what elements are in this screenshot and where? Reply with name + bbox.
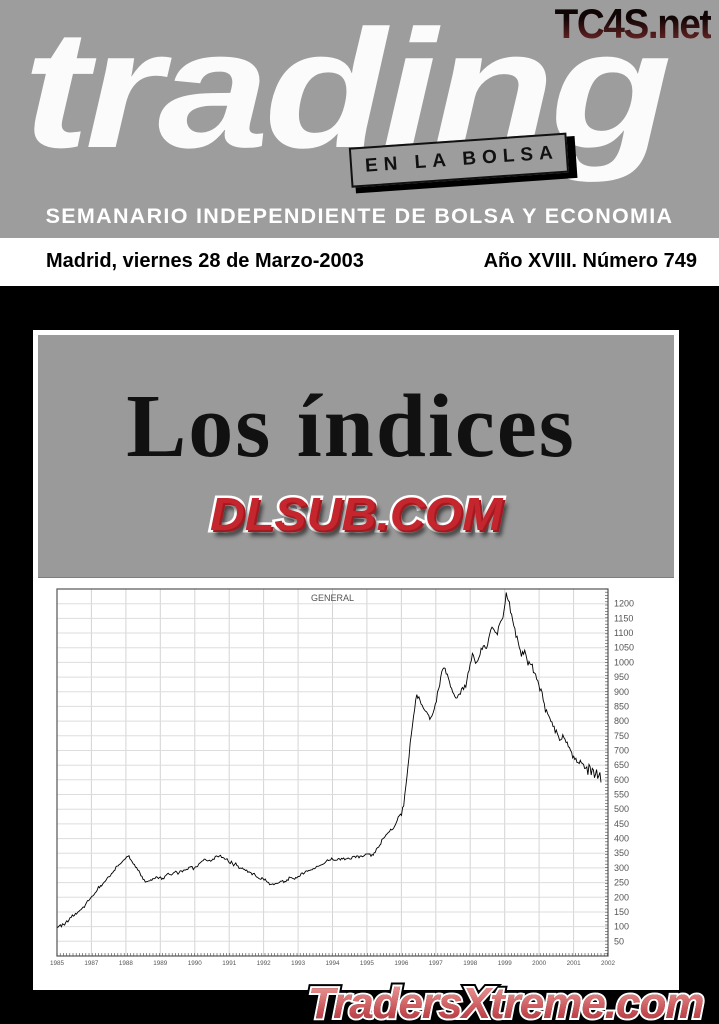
svg-text:1985: 1985	[50, 960, 65, 967]
svg-text:1987: 1987	[84, 960, 99, 967]
svg-text:550: 550	[614, 790, 629, 800]
svg-text:1988: 1988	[119, 960, 134, 967]
svg-text:2000: 2000	[532, 960, 547, 967]
svg-text:1100: 1100	[614, 628, 633, 638]
svg-text:50: 50	[614, 936, 624, 946]
svg-text:650: 650	[614, 760, 629, 770]
svg-text:1999: 1999	[498, 960, 513, 967]
svg-text:750: 750	[614, 731, 629, 741]
svg-text:1200: 1200	[614, 599, 634, 609]
svg-text:1150: 1150	[614, 613, 633, 623]
svg-text:1997: 1997	[429, 960, 444, 967]
svg-text:850: 850	[614, 701, 629, 711]
svg-text:250: 250	[614, 878, 629, 888]
svg-text:200: 200	[614, 892, 629, 902]
svg-text:450: 450	[614, 819, 629, 829]
svg-text:1998: 1998	[463, 960, 478, 967]
svg-text:350: 350	[614, 848, 629, 858]
svg-text:1990: 1990	[188, 960, 203, 967]
svg-text:2002: 2002	[601, 960, 616, 967]
svg-text:1995: 1995	[360, 960, 375, 967]
svg-text:1994: 1994	[325, 960, 340, 967]
svg-text:1992: 1992	[257, 960, 272, 967]
svg-text:1989: 1989	[153, 960, 168, 967]
svg-text:2001: 2001	[567, 960, 582, 967]
svg-text:800: 800	[614, 716, 629, 726]
svg-text:400: 400	[614, 834, 629, 844]
svg-text:1996: 1996	[394, 960, 409, 967]
svg-text:900: 900	[614, 687, 629, 697]
svg-text:150: 150	[614, 907, 629, 917]
svg-text:600: 600	[614, 775, 629, 785]
svg-text:1993: 1993	[291, 960, 306, 967]
svg-text:500: 500	[614, 804, 629, 814]
svg-text:100: 100	[614, 922, 629, 932]
svg-text:700: 700	[614, 746, 629, 756]
svg-text:1991: 1991	[222, 960, 237, 967]
svg-text:1000: 1000	[614, 657, 634, 667]
svg-text:950: 950	[614, 672, 629, 682]
svg-text:300: 300	[614, 863, 629, 873]
svg-text:1050: 1050	[614, 643, 634, 653]
svg-text:GENERAL: GENERAL	[311, 593, 354, 603]
